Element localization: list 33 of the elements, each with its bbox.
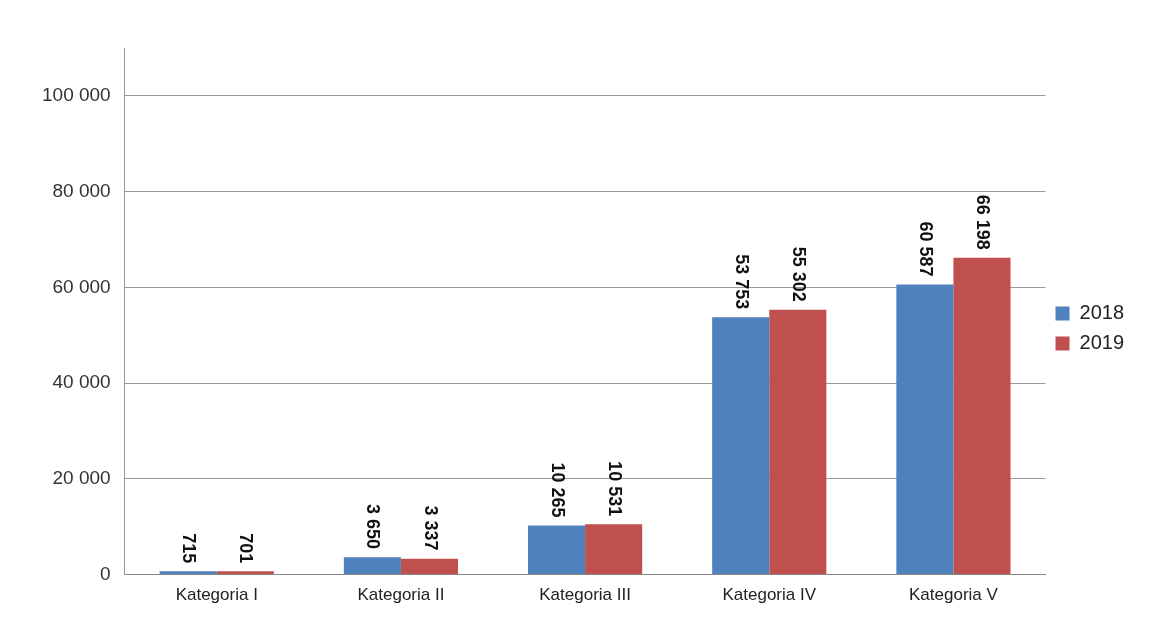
bar [216,571,274,575]
y-tick-label: 100 000 [41,84,111,106]
data-label: 10 531 [604,461,625,517]
bar [343,557,401,575]
data-label: 53 753 [731,254,752,310]
data-label: 715 [179,533,200,564]
bar [953,257,1011,575]
y-tick-label: 20 000 [52,467,111,489]
legend-label: 2019 [1079,331,1125,354]
y-tick-label: 0 [100,562,111,584]
data-label: 66 198 [973,194,993,250]
data-label: 10 265 [547,462,568,518]
bar [769,309,827,575]
bar [712,317,770,575]
x-tick-label: Kategoria II [357,585,445,605]
data-label: 701 [236,533,257,564]
x-tick-label: Kategoria III [539,585,631,605]
bar [159,571,217,575]
x-tick-label: Kategoria I [175,585,258,605]
bar [400,558,459,575]
data-label: 3 650 [363,504,384,550]
data-label: 55 302 [788,246,809,302]
data-label: 3 337 [420,505,441,551]
y-tick-label: 40 000 [52,371,111,393]
y-tick-label: 60 000 [52,275,111,297]
x-tick-label: Kategoria V [909,585,999,605]
x-tick-label: Kategoria IV [722,585,817,605]
legend-label: 2018 [1079,301,1125,324]
data-label: 60 587 [915,221,936,277]
bar [585,524,643,575]
bar [896,284,954,575]
y-tick-label: 80 000 [52,179,111,201]
bar [528,525,586,575]
